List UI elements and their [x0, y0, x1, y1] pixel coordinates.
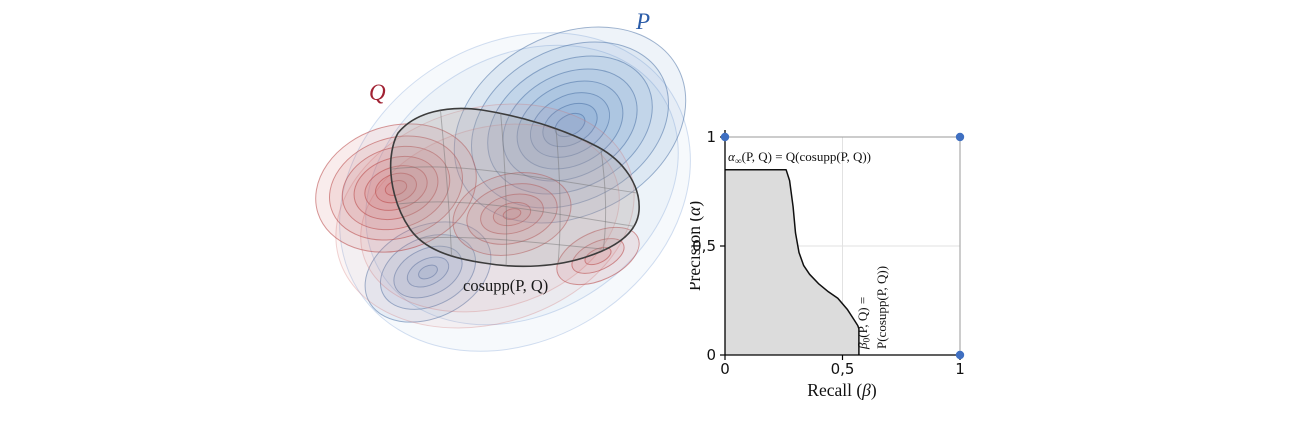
precision-recall-chart: 0 0,5 1 1 0,5 0 Precision (α) Recall (β)…	[690, 128, 965, 400]
q-distribution-label: Q	[369, 80, 386, 105]
y-tick-label-05: 0,5	[692, 237, 716, 255]
data-point-dot	[720, 132, 730, 142]
p-distribution-contours	[339, 26, 691, 352]
cosupp-label: cosupp(P, Q)	[463, 276, 548, 295]
cosupp-mesh	[390, 108, 640, 267]
pr-curve	[725, 168, 860, 355]
beta-zero-annotation-line2: P(cosupp(P, Q))	[874, 266, 889, 349]
p-distribution-label: P	[635, 9, 650, 34]
pr-area-fill	[725, 169, 859, 355]
data-point-dot	[955, 350, 965, 360]
y-tick-label-1: 1	[706, 128, 716, 146]
cosupp-region	[389, 107, 640, 268]
x-axis-title: Recall (β)	[807, 380, 877, 400]
x-tick-label-0: 0	[720, 360, 730, 378]
density-diagram: P Q cosupp(P, Q)	[315, 9, 691, 352]
alpha-infinity-annotation: α∞(P, Q) = Q(cosupp(P, Q))	[728, 149, 871, 167]
axes	[720, 130, 963, 360]
beta-zero-annotation-line1: β0(P, Q) =	[855, 297, 873, 350]
y-tick-label-0: 0	[706, 346, 716, 364]
x-tick-label-1: 1	[955, 360, 965, 378]
data-point-dot	[955, 132, 965, 142]
y-axis-title: Precision (α)	[690, 201, 704, 292]
corner-data-points	[720, 132, 965, 360]
x-tick-label-05: 0,5	[831, 360, 855, 378]
